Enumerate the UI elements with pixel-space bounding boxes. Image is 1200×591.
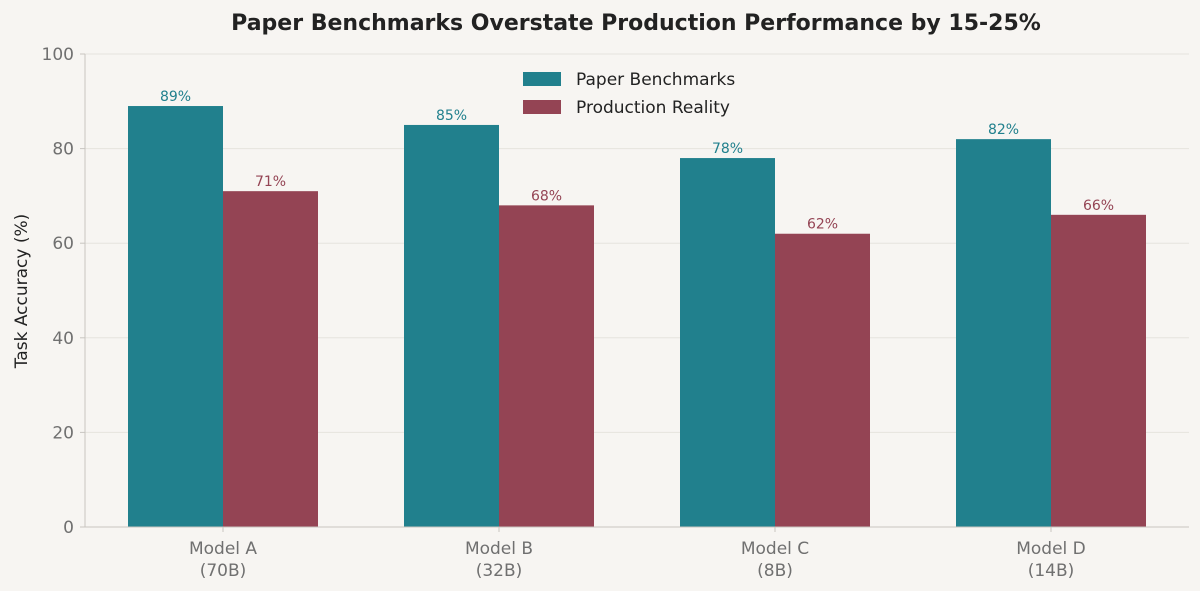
legend-label: Paper Benchmarks <box>576 70 735 90</box>
y-tick-label: 20 <box>52 423 74 443</box>
x-tick-label: (14B) <box>1028 561 1075 581</box>
y-tick-label: 100 <box>42 45 74 65</box>
y-axis-label: Task Accuracy (%) <box>12 214 32 370</box>
data-label: 85% <box>436 108 467 124</box>
x-tick-label: (8B) <box>757 561 793 581</box>
data-labels: 89% 71% 85% 68% 78% 62% 82% 66% <box>160 89 1114 233</box>
data-label: 71% <box>255 174 286 190</box>
data-label: 62% <box>807 217 838 233</box>
axes: 0 20 40 60 80 100 Model A(70B) Model B(32B) Mode… <box>42 45 1189 581</box>
data-label: 82% <box>988 122 1019 138</box>
bar-production-reality <box>499 205 594 528</box>
bars <box>128 106 1146 528</box>
chart-title: Paper Benchmarks Overstate Production Pe… <box>231 11 1041 36</box>
x-tick-label: Model C <box>741 539 809 559</box>
x-tick-label: Model D <box>1016 539 1086 559</box>
legend-label: Production Reality <box>576 98 730 118</box>
y-tick-label: 40 <box>52 329 74 349</box>
y-tick-label: 60 <box>52 234 74 254</box>
bar-production-reality <box>1051 214 1146 527</box>
data-label: 66% <box>1083 198 1114 214</box>
data-label: 89% <box>160 89 191 105</box>
bar-production-reality <box>775 233 870 528</box>
bar-paper-benchmarks <box>404 124 499 527</box>
y-tick-label: 0 <box>63 518 74 538</box>
x-tick-label: (70B) <box>200 561 247 581</box>
legend-swatch <box>523 72 561 86</box>
bar-paper-benchmarks <box>956 139 1051 527</box>
legend: Paper Benchmarks Production Reality <box>523 70 735 118</box>
legend-swatch <box>523 100 561 114</box>
x-tick-label: Model A <box>189 539 257 559</box>
y-tick-label: 80 <box>52 140 74 160</box>
x-tick-label: Model B <box>465 539 533 559</box>
x-tick-label: (32B) <box>476 561 523 581</box>
bar-paper-benchmarks <box>128 106 223 527</box>
bar-production-reality <box>223 191 318 528</box>
data-label: 68% <box>531 188 562 204</box>
bar-paper-benchmarks <box>680 158 775 527</box>
data-label: 78% <box>712 141 743 157</box>
